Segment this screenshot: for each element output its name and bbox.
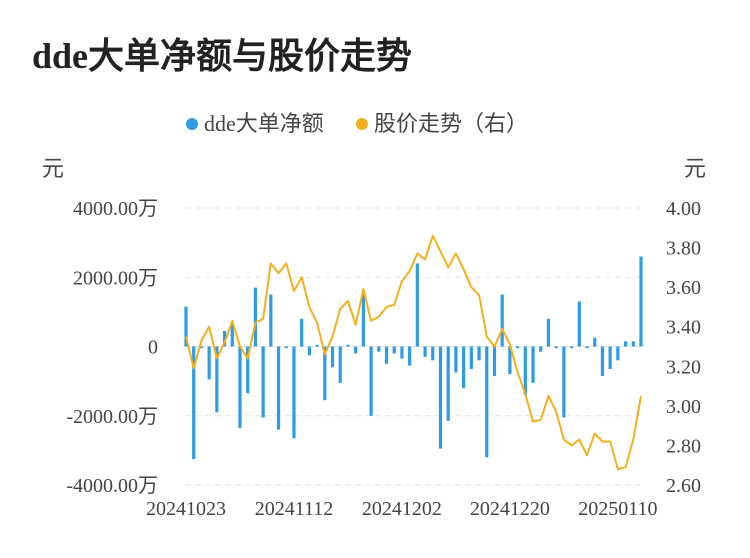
bar[interactable] <box>562 346 566 418</box>
bar[interactable] <box>593 337 597 347</box>
bar[interactable] <box>261 346 265 418</box>
bar[interactable] <box>623 341 628 347</box>
bar[interactable] <box>215 346 219 413</box>
bar[interactable] <box>246 346 250 394</box>
bar[interactable] <box>230 323 234 347</box>
left-tick-label: 0 <box>148 337 158 359</box>
left-axis-ticks: 4000.00万 2000.00万 0 -2000.00万 -4000.00万 <box>66 198 158 497</box>
bar[interactable] <box>639 256 643 347</box>
bar[interactable] <box>577 301 581 347</box>
bar[interactable] <box>631 341 635 347</box>
bar[interactable] <box>446 346 450 421</box>
right-tick-label: 2.60 <box>666 475 701 497</box>
legend: dde大单净额 股价走势（右） <box>0 108 750 140</box>
bar[interactable] <box>554 346 558 349</box>
right-axis-unit: 元 <box>684 156 707 181</box>
legend-item-line[interactable]: 股价走势（右） <box>356 108 528 140</box>
x-tick-label: 20241202 <box>362 498 442 520</box>
bar[interactable] <box>400 346 404 359</box>
bar[interactable] <box>462 346 466 389</box>
legend-dot-icon <box>356 117 368 130</box>
right-tick-label: 4.00 <box>666 198 701 220</box>
bar[interactable] <box>292 346 296 439</box>
bar[interactable] <box>477 346 481 361</box>
bar[interactable] <box>369 346 373 416</box>
bar[interactable] <box>222 330 227 347</box>
x-tick-label: 20241023 <box>146 498 226 520</box>
bar[interactable] <box>184 306 188 347</box>
bar[interactable] <box>323 346 327 401</box>
right-tick-label: 2.80 <box>666 435 701 457</box>
bar[interactable] <box>276 346 281 430</box>
legend-dot-icon <box>186 117 198 130</box>
bar[interactable] <box>431 346 435 361</box>
legend-label: dde大单净额 <box>204 111 324 136</box>
bar[interactable] <box>269 294 273 347</box>
right-tick-label: 3.40 <box>666 317 701 339</box>
bar[interactable] <box>392 346 396 354</box>
line-series <box>185 234 642 471</box>
bar[interactable] <box>192 346 196 460</box>
chart-title: dde大单净额与股价走势 <box>32 36 413 76</box>
bar[interactable] <box>199 346 204 349</box>
bar[interactable] <box>539 346 543 352</box>
bar[interactable] <box>307 346 311 356</box>
bar[interactable] <box>253 287 258 347</box>
bar[interactable] <box>516 346 520 349</box>
right-tick-label: 3.00 <box>666 396 701 418</box>
bar[interactable] <box>492 346 497 376</box>
bar[interactable] <box>585 346 589 349</box>
right-tick-label: 3.80 <box>666 238 701 260</box>
x-tick-label: 20241220 <box>470 498 550 520</box>
left-tick-label: -4000.00万 <box>66 475 158 497</box>
bar[interactable] <box>438 346 443 449</box>
left-tick-label: 4000.00万 <box>73 198 158 220</box>
price-line[interactable] <box>185 234 642 471</box>
bar[interactable] <box>485 346 489 458</box>
bar-series <box>184 256 643 460</box>
bar[interactable] <box>523 346 527 395</box>
bar[interactable] <box>330 346 335 368</box>
right-axis-ticks: 4.00 3.80 3.60 3.40 3.20 3.00 2.80 2.60 <box>666 198 701 497</box>
legend-item-bar[interactable]: dde大单净额 <box>186 108 324 140</box>
bar[interactable] <box>469 346 473 370</box>
bar[interactable] <box>508 346 512 375</box>
legend-label: 股价走势（右） <box>374 111 529 136</box>
bar[interactable] <box>346 344 350 347</box>
left-axis-unit: 元 <box>42 156 65 181</box>
bar[interactable] <box>500 294 504 347</box>
bar[interactable] <box>377 346 381 352</box>
bar[interactable] <box>415 263 419 347</box>
right-tick-label: 3.60 <box>666 277 701 299</box>
bar[interactable] <box>546 318 551 347</box>
x-axis-ticks: 20241023 20241112 20241202 20241220 20250110 <box>146 498 657 520</box>
bar[interactable] <box>354 346 358 354</box>
bar[interactable] <box>300 318 304 347</box>
bar[interactable] <box>361 292 365 347</box>
bar[interactable] <box>531 346 535 383</box>
left-tick-label: -2000.00万 <box>66 406 158 428</box>
bar[interactable] <box>238 346 242 428</box>
bar[interactable] <box>315 344 319 347</box>
bar[interactable] <box>408 346 412 366</box>
left-tick-label: 2000.00万 <box>73 267 158 289</box>
bar[interactable] <box>608 346 612 370</box>
bar[interactable] <box>338 346 342 383</box>
bar[interactable] <box>454 346 458 373</box>
bar[interactable] <box>384 346 389 364</box>
bar[interactable] <box>207 346 211 380</box>
bar[interactable] <box>569 346 574 349</box>
bar[interactable] <box>616 346 620 361</box>
right-tick-label: 3.20 <box>666 356 701 378</box>
x-tick-label: 20250110 <box>578 498 657 520</box>
bar[interactable] <box>423 346 427 357</box>
bar[interactable] <box>600 346 605 376</box>
bar[interactable] <box>284 346 288 349</box>
x-tick-label: 20241112 <box>255 498 334 520</box>
